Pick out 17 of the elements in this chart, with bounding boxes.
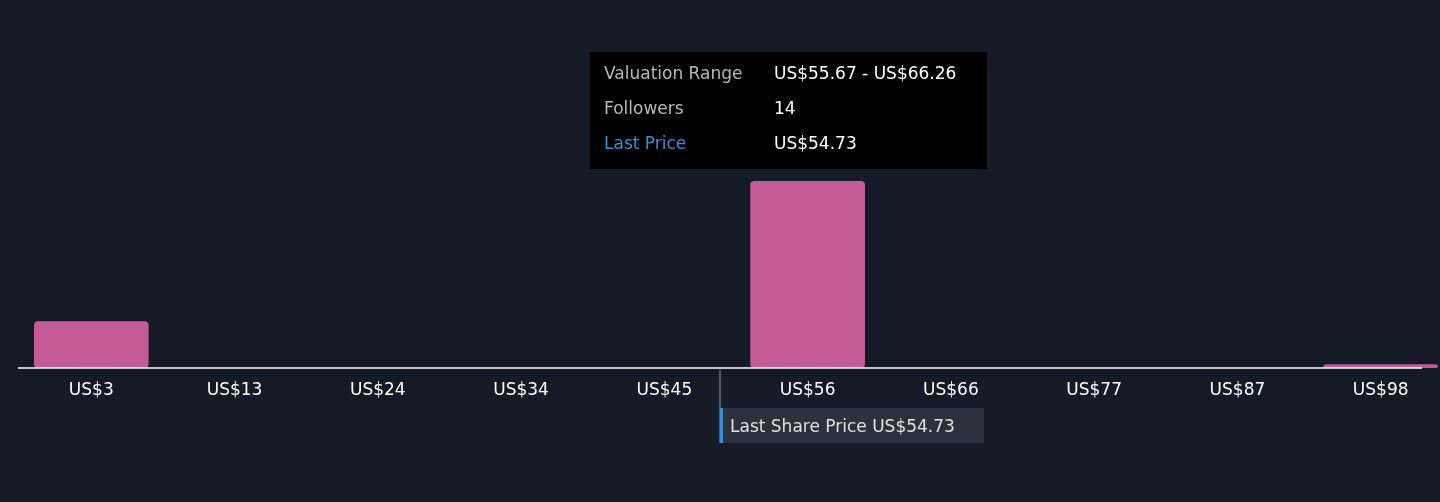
x-tick-label: US$56 <box>779 379 836 399</box>
x-tick-label: US$34 <box>493 379 549 399</box>
x-tick-label: US$87 <box>1209 379 1266 399</box>
text: US$54.73 <box>774 133 857 153</box>
text: Last Price <box>604 133 687 153</box>
x-tick-label: US$98 <box>1352 379 1409 399</box>
text: 14 <box>774 98 796 118</box>
x-tick-label: US$24 <box>349 379 406 399</box>
text: Followers <box>604 98 684 118</box>
text: US$55.67 - US$66.26 <box>774 63 957 83</box>
text: Last Share Price US$54.73 <box>730 416 955 436</box>
x-tick-label: US$3 <box>68 379 114 399</box>
x-tick-label: US$66 <box>923 379 979 399</box>
x-tick-label: US$45 <box>636 379 693 399</box>
x-tick-label: US$77 <box>1066 379 1123 399</box>
x-tick-label: US$13 <box>206 379 263 399</box>
text: Valuation Range <box>604 63 743 83</box>
